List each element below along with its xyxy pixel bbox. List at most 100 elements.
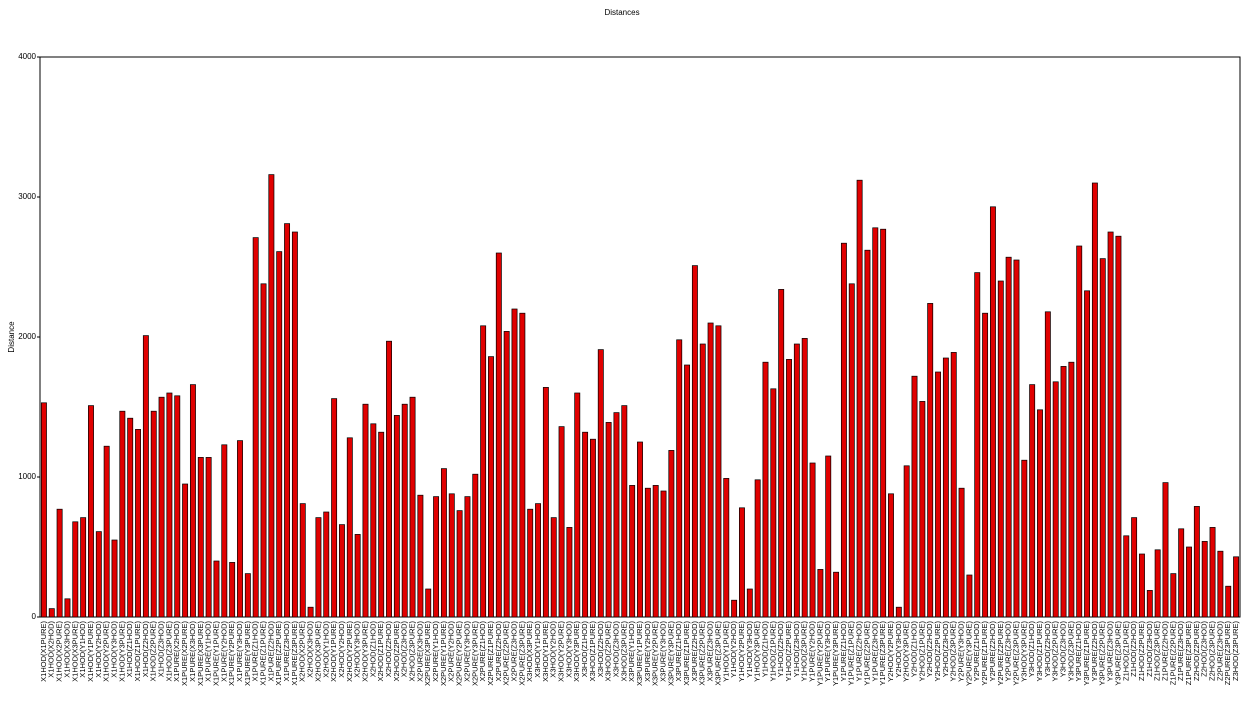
x-tick-label: X1PURE(Y2PURE) [227,621,236,687]
x-tick-label: X2PURE(X3PURE) [423,621,432,687]
bar [362,403,369,618]
x-tick-label: Y2PURE(Z3PURE) [1011,621,1020,686]
bar [848,283,855,618]
x-tick-label: Y1HOD(Z1PURE) [768,621,777,682]
x-tick-label: Y1PURE(Z3PURE) [878,621,887,686]
bar [762,361,769,618]
x-tick-label: Z2PURE(Z3PURE) [1223,621,1232,686]
x-tick-label: X2PURE(Y3HOD) [462,621,471,682]
x-tick-label: X3PURE(Z2PURE) [698,621,707,686]
bar [817,569,824,618]
x-tick-label: Y3PURE(Z3PURE) [1113,621,1122,686]
x-tick-label: X3HOD(Y2PURE) [557,621,566,682]
bar [417,494,424,618]
x-tick-label: X3PURE(Z3HOD) [706,621,715,682]
x-tick-label: Y1PURE(Z1PURE) [847,621,856,686]
bar [268,174,275,618]
x-tick-label: X1PURE(Z2HOD) [266,621,275,682]
x-tick-label: X2HOD(X3HOD) [306,621,315,678]
bar [840,242,847,618]
bar [464,496,471,618]
x-tick-label: Y3HOD(Z2PURE) [1051,621,1060,682]
bar [872,227,879,618]
x-tick-label: Y1HOD(Y1PURE) [721,621,730,682]
x-tick-label: Y1PURE(Z1HOD) [839,621,848,682]
bar [1209,527,1216,618]
x-tick-label: X1HOD(Z2HOD) [141,621,150,678]
bar [511,308,518,618]
bar [801,338,808,618]
x-tick-label: X3HOD(Y3HOD) [564,621,573,678]
x-tick-label: X1HOD(Z3PURE) [164,621,173,682]
bar [166,392,173,618]
x-tick-label: Y1HOD(Z3HOD) [792,621,801,678]
x-tick-label: X2HOD(Z1HOD) [368,621,377,678]
x-tick-label: Y3HOD(Z3HOD) [1059,621,1068,678]
bar [346,437,353,618]
x-tick-label: Y2PURE(Z2PURE) [996,621,1005,686]
bar [1225,585,1232,618]
x-tick-label: Y1HOD(Z3PURE) [800,621,809,682]
bar [1178,528,1185,618]
x-tick-label: Z1PURE(Z2PURE) [1168,621,1177,686]
x-tick-label: Y1PURE(Z2HOD) [855,621,864,682]
bar [535,503,541,618]
bar [856,179,863,618]
bar [1146,590,1153,618]
bar [652,485,659,618]
bar [1170,573,1177,618]
bar [433,496,440,618]
bar [542,387,549,618]
x-tick-label: X1HOD(Z3HOD) [157,621,166,678]
x-tick-label: Y3HOD(Z3PURE) [1066,621,1075,682]
x-tick-label: X1HOD(Y3PURE) [117,621,126,682]
x-tick-label: X1PURE(X3PURE) [196,621,205,687]
x-tick-label: Y2HOD(Z1PURE) [917,621,926,682]
x-tick-label: X2PURE(Y3PURE) [470,621,479,687]
bar [919,401,926,618]
x-tick-label: Z2HOD(Z3HOD) [1200,621,1209,677]
bar [880,228,887,618]
x-tick-label: Y3HOD(Z1HOD) [1027,621,1036,678]
x-tick-label: Z1HOD(Z2PURE) [1137,621,1146,682]
x-tick-label: X1PURE(Y2HOD) [219,621,228,682]
bar [637,441,643,618]
bar [1233,556,1240,618]
bar [1107,231,1114,618]
bar [111,539,118,618]
x-tick-label: Y1HOD(Z2HOD) [776,621,785,678]
bar [480,325,487,618]
x-tick-label: X3PURE(Z2HOD) [690,621,699,682]
x-tick-label: Y1HOD(Y2HOD) [729,621,738,678]
x-tick-label: Z1PURE(Z2HOD) [1160,621,1169,682]
bar [1115,235,1122,618]
x-tick-label: X2PURE(Z3HOD) [509,621,518,682]
x-tick-label: X1HOD(Y2PURE) [102,621,111,682]
x-tick-label: X1HOD(Y3HOD) [109,621,118,678]
bar [1193,506,1200,618]
bar [950,352,957,618]
bar [1029,384,1036,618]
bar [864,249,871,618]
bar [213,560,220,618]
bar [370,423,377,618]
bar [597,349,604,618]
x-tick-label: X1PURE(Y1PURE) [211,621,220,687]
x-tick-label: Y2HOD(Z3PURE) [949,621,958,682]
bar [621,405,628,618]
x-tick-label: X3HOD(X3PURE) [525,621,534,682]
x-tick-label: X2HOD(Y3HOD) [353,621,362,678]
x-tick-label: X3HOD(Y1PURE) [541,621,550,682]
bar [284,223,291,618]
bar [1013,259,1020,618]
x-tick-label: X3HOD(Z2HOD) [596,621,605,678]
bar [354,534,361,618]
bar [40,402,47,618]
x-tick-label: X3HOD(Y2HOD) [549,621,558,678]
bar [1186,546,1192,618]
bar [386,340,392,618]
x-tick-label: X2HOD(Y1HOD) [321,621,330,678]
bar [966,574,973,618]
bar [88,405,94,618]
bar [613,412,620,618]
